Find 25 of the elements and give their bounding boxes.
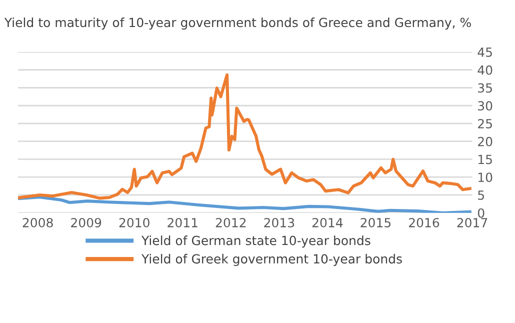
x-tick-label: 2009 xyxy=(71,218,102,228)
y-tick-label: 15 xyxy=(478,154,492,164)
x-tick-label: 2013 xyxy=(264,218,294,228)
x-tick-label: 2012 xyxy=(216,218,246,228)
x-tick-label: 2016 xyxy=(408,218,440,228)
x-tick-label: 2017 xyxy=(457,218,488,228)
chart-title: Yield to maturity of 10-year government bonds of Greece and Germany, % xyxy=(4,18,471,30)
y-tick-label: 10 xyxy=(478,172,492,182)
x-tick-label: 2015 xyxy=(360,218,391,228)
x-tick-label: 2014 xyxy=(312,218,343,228)
y-tick-label: 35 xyxy=(478,83,492,93)
x-tick-label: 2010 xyxy=(119,218,150,228)
line-series xyxy=(18,196,472,213)
legend-label: Yield of Greek government 10-year bonds xyxy=(141,254,402,266)
y-tick-label: 20 xyxy=(478,136,492,146)
legend-label: Yield of German state 10-year bonds xyxy=(141,236,370,248)
y-tick-label: 5 xyxy=(478,190,484,200)
y-tick-label: 0 xyxy=(478,208,484,218)
y-tick-label: 25 xyxy=(478,118,492,128)
line-series xyxy=(18,73,472,200)
y-tick-label: 30 xyxy=(478,101,492,111)
y-tick-label: 45 xyxy=(478,48,492,57)
x-tick-label: 2011 xyxy=(168,218,198,228)
y-tick-label: 40 xyxy=(478,65,492,75)
x-tick-label: 2008 xyxy=(22,218,53,228)
